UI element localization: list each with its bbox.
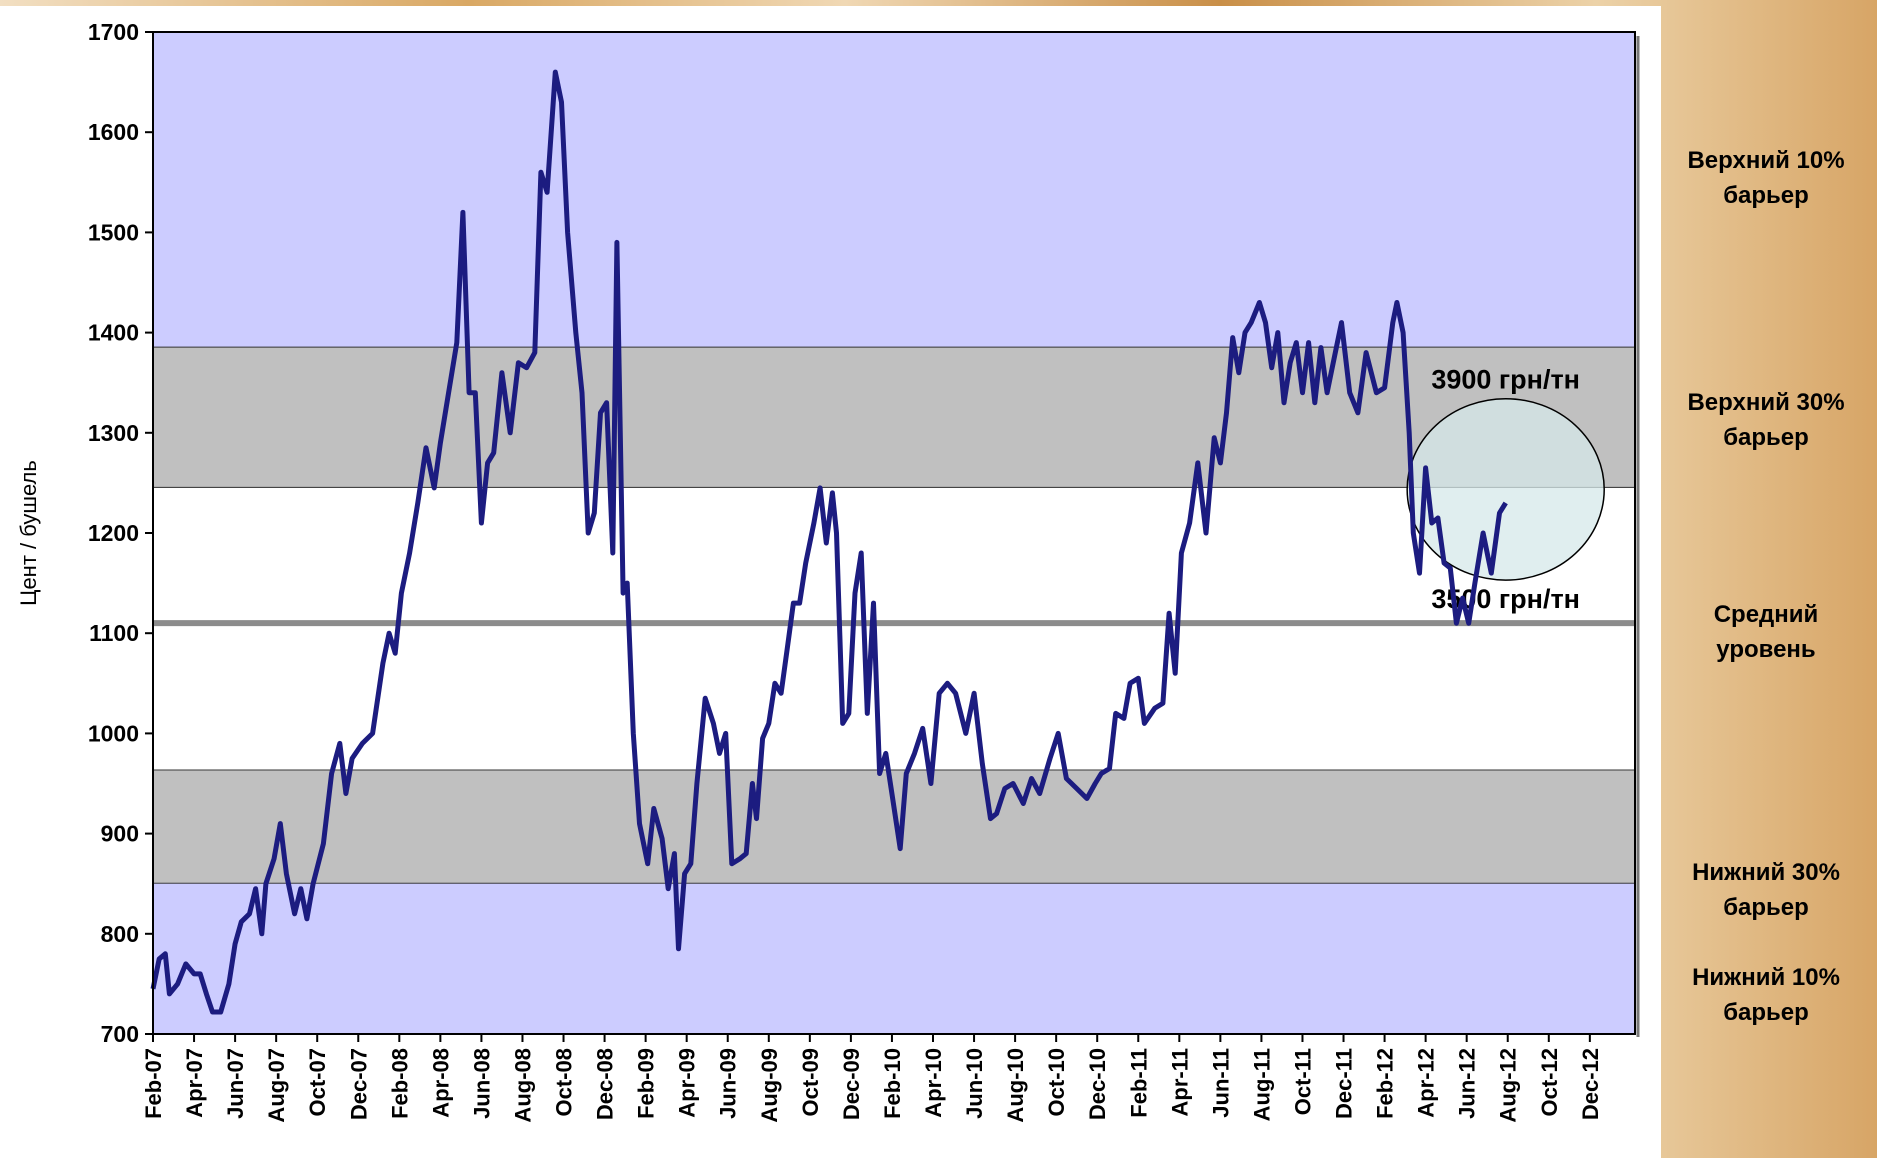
x-tick-label: Oct-08	[552, 1048, 577, 1116]
x-tick-label: Oct-07	[305, 1048, 330, 1116]
side-label: Нижний 10%	[1692, 964, 1840, 991]
x-tick-label: Feb-10	[880, 1048, 905, 1119]
y-axis-title: Цент / бушель	[16, 460, 41, 606]
side-label: барьер	[1723, 894, 1809, 921]
band	[153, 32, 1635, 348]
x-tick-label: Dec-09	[839, 1048, 864, 1120]
plot-frame	[152, 31, 1636, 1035]
price-line	[150, 69, 1508, 1015]
x-tick-label: Jun-11	[1208, 1048, 1233, 1118]
y-tick-label: 1700	[88, 19, 139, 45]
x-tick-label: Feb-11	[1126, 1048, 1151, 1118]
x-tick-label: Apr-08	[428, 1048, 453, 1118]
side-label: Средний	[1714, 601, 1819, 628]
side-label: Верхний 10%	[1687, 147, 1844, 174]
y-tick-label: 1100	[89, 620, 139, 646]
x-tick-label: Aug-07	[264, 1048, 289, 1123]
side-label: уровень	[1716, 636, 1815, 663]
y-tick-label: 900	[101, 821, 139, 847]
x-tick-label: Dec-07	[346, 1048, 371, 1120]
x-tick-label: Oct-10	[1044, 1048, 1069, 1116]
y-tick-label: 1600	[88, 119, 139, 145]
x-tick-label: Dec-11	[1332, 1048, 1357, 1119]
x-tick-label: Aug-11	[1249, 1048, 1274, 1121]
y-tick-label: 1500	[88, 219, 139, 245]
x-tick-label: Jun-12	[1455, 1048, 1480, 1119]
y-tick-label: 1300	[88, 420, 139, 446]
annotation: 3900 грн/тн	[1431, 365, 1580, 395]
x-tick-label: Aug-10	[1003, 1048, 1028, 1123]
x-tick-label: Aug-09	[757, 1048, 782, 1123]
side-label: барьер	[1723, 424, 1809, 451]
x-tick-label: Dec-08	[593, 1048, 618, 1120]
side-label: барьер	[1723, 999, 1809, 1026]
x-tick-label: Jun-08	[469, 1048, 494, 1119]
x-tick-label: Aug-12	[1496, 1048, 1521, 1123]
side-label: барьер	[1723, 182, 1809, 209]
x-tick-label: Jun-07	[223, 1048, 248, 1119]
x-tick-label: Feb-09	[634, 1048, 659, 1119]
band	[153, 770, 1635, 884]
x-tick-label: Apr-12	[1414, 1048, 1439, 1118]
side-label: Нижний 30%	[1692, 859, 1840, 886]
x-tick-label: Oct-12	[1537, 1048, 1562, 1116]
x-tick-label: Apr-09	[675, 1048, 700, 1118]
y-tick-label: 1000	[88, 720, 139, 746]
side-label: Верхний 30%	[1687, 389, 1844, 416]
highlight-range	[1406, 397, 1605, 581]
band	[153, 883, 1635, 1034]
y-tick-label: 700	[101, 1021, 139, 1047]
x-tick-label: Dec-10	[1085, 1048, 1110, 1120]
x-tick-label: Apr-10	[921, 1048, 946, 1118]
y-tick-label: 1200	[88, 520, 139, 546]
x-tick-label: Oct-09	[798, 1048, 823, 1116]
x-tick-label: Feb-12	[1373, 1048, 1398, 1119]
x-tick-label: Aug-08	[510, 1048, 535, 1123]
x-tick-label: Feb-08	[387, 1048, 412, 1119]
x-tick-label: Jun-09	[716, 1048, 741, 1119]
x-tick-label: Dec-12	[1578, 1048, 1603, 1120]
y-tick-label: 800	[101, 921, 139, 947]
x-tick-label: Feb-07	[141, 1048, 166, 1119]
x-tick-label: Oct-11	[1290, 1048, 1315, 1115]
y-tick-label: 1400	[88, 320, 139, 346]
x-tick-label: Apr-11	[1167, 1048, 1192, 1116]
x-tick-label: Apr-07	[182, 1048, 207, 1118]
x-tick-label: Jun-10	[962, 1048, 987, 1119]
